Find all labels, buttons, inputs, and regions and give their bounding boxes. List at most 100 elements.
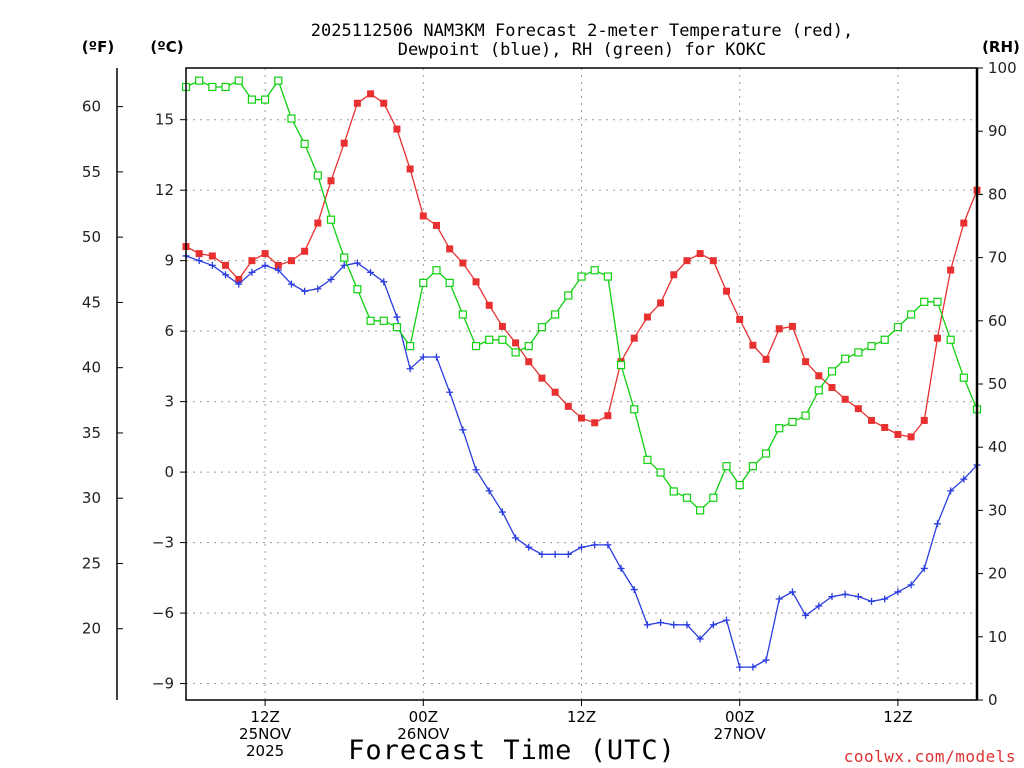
- grid-layer: [186, 68, 977, 700]
- dewpoint-point: [261, 261, 269, 269]
- temperature-point: [538, 374, 546, 382]
- dewpoint-point: [723, 616, 731, 624]
- dewpoint-point: [775, 595, 783, 603]
- temperature-point: [235, 275, 243, 283]
- rh-tick-label: 10: [988, 628, 1007, 646]
- x-tick-label: 00Z: [409, 708, 438, 726]
- dewpoint-point: [657, 618, 665, 626]
- rh-point: [709, 493, 718, 502]
- dewpoint-point: [828, 593, 836, 601]
- rh-point: [511, 348, 520, 357]
- rh-point: [775, 424, 784, 433]
- fahrenheit-tick-label: 45: [82, 293, 101, 311]
- temperature-point: [564, 402, 572, 410]
- dewpoint-point: [512, 534, 520, 542]
- temperature-point: [512, 339, 520, 347]
- dewpoint-point: [815, 602, 823, 610]
- dewpoint-point: [604, 541, 612, 549]
- temperature-point: [604, 412, 612, 420]
- temperature-point: [287, 257, 295, 265]
- rh-point: [564, 291, 573, 300]
- x-axis-title: Forecast Time (UTC): [348, 735, 676, 766]
- dewpoint-point: [630, 586, 638, 594]
- rh-point: [748, 462, 757, 471]
- rh-point: [234, 76, 243, 85]
- rh-point: [841, 354, 850, 363]
- dewpoint-point: [195, 257, 203, 265]
- rh-point: [801, 411, 810, 420]
- temperature-point: [643, 313, 651, 321]
- temperature-point: [815, 372, 823, 380]
- dewpoint-point: [353, 259, 361, 267]
- rh-point: [313, 171, 322, 180]
- rh-point: [379, 316, 388, 325]
- rh-point: [524, 341, 533, 351]
- rh-tick-label: 100: [988, 59, 1017, 77]
- temperature-point: [907, 433, 915, 441]
- rh-point: [696, 506, 705, 515]
- fahrenheit-axis-label: (ºF): [82, 38, 114, 56]
- rh-point: [353, 285, 362, 294]
- dewpoint-point: [327, 275, 335, 283]
- dewpoint-point: [841, 590, 849, 598]
- rh-point: [880, 335, 889, 344]
- temperature-point: [630, 334, 638, 342]
- rh-point: [682, 493, 692, 502]
- fahrenheit-tick-label: 30: [82, 489, 101, 507]
- temperature-point: [894, 431, 902, 439]
- rh-point: [814, 386, 823, 395]
- dewpoint-point: [380, 278, 388, 286]
- fahrenheit-tick-label: 20: [82, 620, 101, 638]
- dewpoint-point: [314, 285, 322, 293]
- dewpoint-point: [960, 475, 968, 483]
- dewpoint-point: [472, 466, 480, 474]
- dewpoint-point: [696, 635, 704, 643]
- rh-tick-label: 20: [988, 565, 1007, 583]
- temperature-point: [749, 341, 757, 349]
- rh-point: [788, 417, 797, 427]
- celsius-tick-label: −9: [152, 675, 174, 693]
- rh-point: [261, 95, 270, 104]
- rh-point: [893, 323, 903, 332]
- temperature-point: [683, 257, 691, 265]
- dewpoint-point: [736, 663, 744, 671]
- celsius-tick-label: 9: [164, 252, 174, 270]
- temperature-point: [195, 250, 203, 258]
- temperature-point: [854, 405, 862, 413]
- dewpoint-point: [406, 365, 414, 373]
- axes-layer: 15129630−3−6−960555045403530252010090807…: [82, 59, 1017, 760]
- dewpoint-point: [881, 595, 889, 603]
- temperature-point: [670, 271, 678, 279]
- rh-point: [274, 76, 283, 85]
- temperature-point: [340, 139, 348, 147]
- celsius-axis-label: (ºC): [150, 38, 183, 56]
- fahrenheit-tick-label: 60: [82, 98, 101, 116]
- rh-point: [656, 468, 665, 477]
- temperature-point: [723, 287, 731, 295]
- temperature-point: [406, 165, 414, 173]
- rh-point: [603, 272, 612, 281]
- rh-point: [827, 367, 837, 376]
- rh-point: [406, 341, 415, 351]
- temperature-point: [920, 416, 928, 424]
- dewpoint-point: [367, 268, 375, 276]
- rh-point: [577, 272, 586, 281]
- series-layer: [181, 76, 982, 671]
- temperature-point: [881, 423, 889, 431]
- rh-point: [300, 139, 309, 148]
- rh-point: [854, 348, 863, 357]
- temperature-point: [248, 257, 256, 265]
- temperature-point: [947, 266, 955, 274]
- temperature-point: [828, 384, 836, 392]
- rh-axis-label: (RH): [982, 38, 1020, 56]
- celsius-tick-label: 6: [164, 322, 174, 340]
- rh-tick-label: 80: [988, 185, 1007, 203]
- rh-point: [221, 82, 230, 92]
- chart-title-line-1: 2025112506 NAM3KM Forecast 2-meter Tempe…: [311, 21, 853, 41]
- x-tick-label: 25NOV: [239, 725, 292, 743]
- dewpoint-point: [670, 621, 678, 629]
- dewpoint-point: [287, 280, 295, 288]
- dewpoint-point: [301, 287, 309, 295]
- source-credit: coolwx.com/models: [844, 747, 1016, 766]
- rh-tick-label: 30: [988, 501, 1007, 519]
